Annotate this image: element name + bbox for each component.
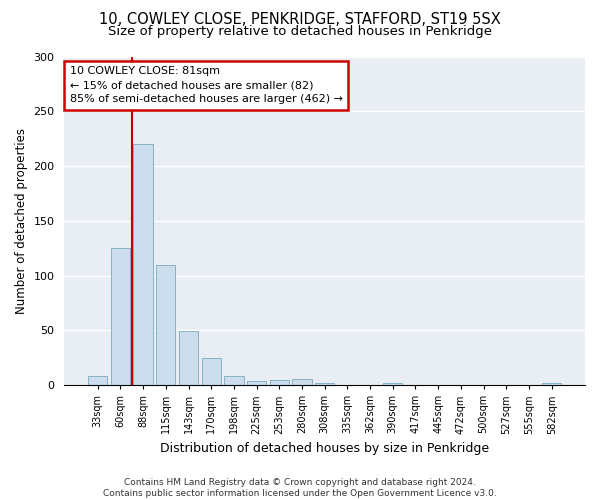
Text: Contains HM Land Registry data © Crown copyright and database right 2024.
Contai: Contains HM Land Registry data © Crown c… bbox=[103, 478, 497, 498]
X-axis label: Distribution of detached houses by size in Penkridge: Distribution of detached houses by size … bbox=[160, 442, 489, 455]
Bar bbox=[202, 358, 221, 385]
Bar bbox=[292, 378, 311, 385]
Bar bbox=[133, 144, 153, 385]
Bar bbox=[247, 381, 266, 385]
Y-axis label: Number of detached properties: Number of detached properties bbox=[15, 128, 28, 314]
Text: Size of property relative to detached houses in Penkridge: Size of property relative to detached ho… bbox=[108, 25, 492, 38]
Bar bbox=[88, 376, 107, 385]
Bar bbox=[179, 332, 198, 385]
Text: 10 COWLEY CLOSE: 81sqm
← 15% of detached houses are smaller (82)
85% of semi-det: 10 COWLEY CLOSE: 81sqm ← 15% of detached… bbox=[70, 66, 343, 104]
Bar bbox=[156, 264, 175, 385]
Bar bbox=[315, 383, 334, 385]
Bar bbox=[383, 383, 403, 385]
Bar bbox=[111, 248, 130, 385]
Bar bbox=[224, 376, 244, 385]
Text: 10, COWLEY CLOSE, PENKRIDGE, STAFFORD, ST19 5SX: 10, COWLEY CLOSE, PENKRIDGE, STAFFORD, S… bbox=[99, 12, 501, 28]
Bar bbox=[269, 380, 289, 385]
Bar bbox=[542, 383, 562, 385]
